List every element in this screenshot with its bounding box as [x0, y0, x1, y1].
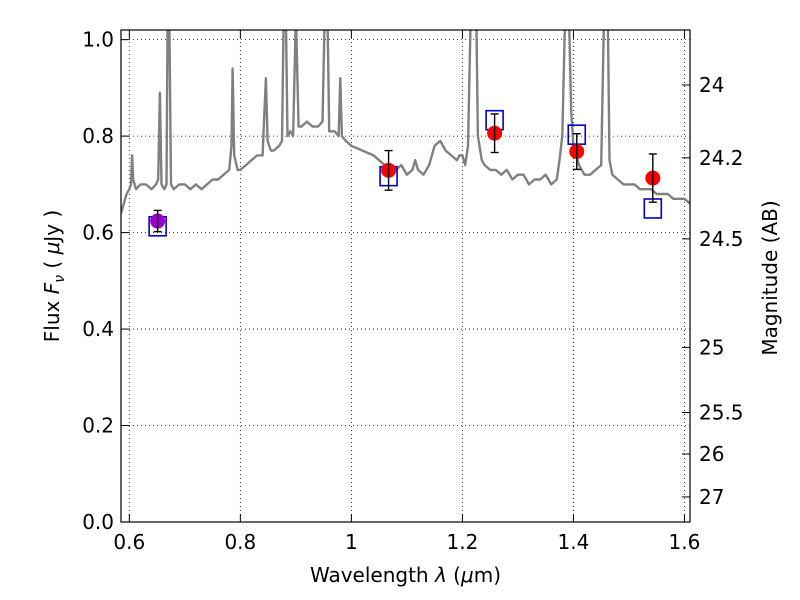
y2-tick-label: 25.5: [699, 401, 744, 425]
x-tick-label: 0.6: [113, 530, 145, 554]
x-tick-label: 1: [345, 530, 358, 554]
plot-frame: [120, 29, 691, 523]
x-tick-label: 1.4: [558, 530, 590, 554]
y2-tick-label: 25: [699, 335, 724, 359]
x-tick-label: 0.8: [224, 530, 256, 554]
y-tick-label: 0.2: [82, 414, 114, 438]
y2-tick-label: 24.5: [699, 227, 744, 251]
y-tick-label: 0.8: [82, 124, 114, 148]
x-axis-label: Wavelength λ (μm): [310, 563, 501, 587]
x-tick-label: 1.2: [446, 530, 478, 554]
y-tick-label: 0.4: [82, 317, 114, 341]
y2-tick-label: 24: [699, 73, 724, 97]
y2-tick-label: 27: [699, 485, 724, 509]
y2-axis-label: Magnitude (AB): [758, 200, 782, 355]
marker-layer: [148, 109, 663, 237]
y2-tick-label: 26: [699, 442, 724, 466]
axis-ticks: 0.6 0.8 1 1.2 1.4 1.6 0.0 0.2 0.4 0.6 0.8 1.0 24 24.2…: [82, 28, 743, 554]
x-tick-label: 1.6: [669, 530, 701, 554]
y-tick-label: 1.0: [82, 28, 114, 52]
y-tick-label: 0.0: [82, 510, 114, 534]
y2-tick-label: 24.2: [699, 146, 744, 170]
y-tick-label: 0.6: [82, 221, 114, 245]
y-axis-label: Flux Fν ( μJy ): [40, 210, 68, 342]
